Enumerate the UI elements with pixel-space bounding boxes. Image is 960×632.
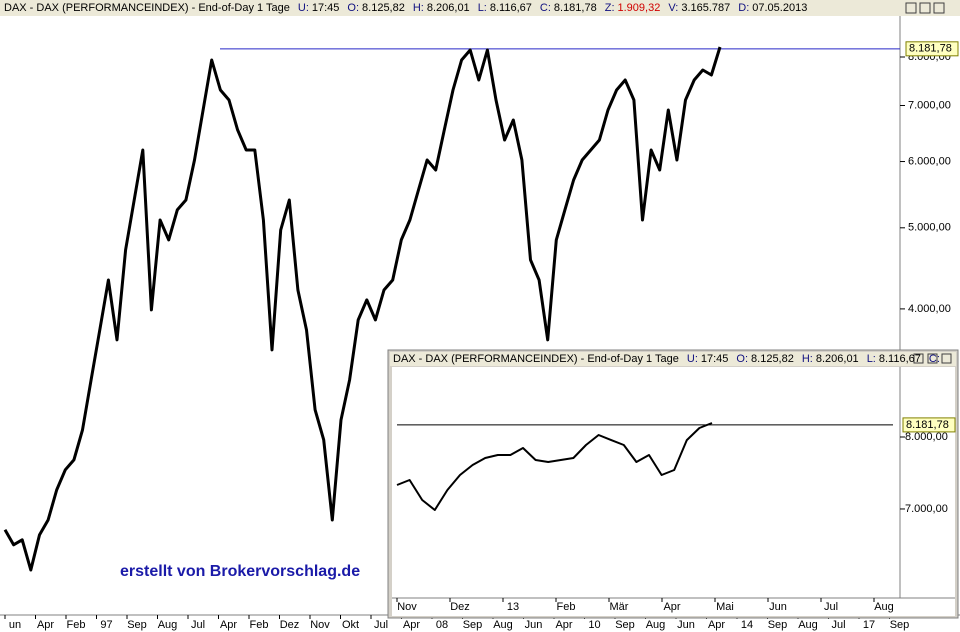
y-tick-label: 5.000,00: [908, 222, 951, 234]
x-tick-label: Mär: [610, 601, 629, 613]
watermark: erstellt von Brokervorschlag.de: [120, 563, 360, 580]
x-tick-label: Aug: [646, 619, 666, 631]
x-tick-label: Apr: [403, 619, 420, 631]
x-tick-label: Apr: [37, 619, 54, 631]
y-tick-label: 4.000,00: [908, 303, 951, 315]
x-tick-label: Jul: [374, 619, 388, 631]
y-tick-label: 7.000,00: [905, 503, 948, 515]
last-value-label: 8.181,78: [909, 43, 952, 55]
x-tick-label: Okt: [342, 619, 359, 631]
info-key: C:: [540, 2, 551, 14]
info-key: O:: [347, 2, 359, 14]
x-tick-label: Aug: [874, 601, 894, 613]
info-value: 8.125,82: [362, 2, 405, 14]
inset-plot: [392, 367, 900, 598]
info-value: 8.116,67: [490, 2, 532, 14]
x-tick-label: 97: [100, 619, 112, 631]
info-value: 1.909,32: [618, 2, 661, 14]
x-tick-label: Apr: [220, 619, 237, 631]
x-tick-label: Jun: [525, 619, 543, 631]
info-key: U:: [687, 353, 698, 365]
window-title: DAX - DAX (PERFORMANCEINDEX) - End-of-Da…: [393, 353, 940, 365]
info-value: 8.206,01: [427, 2, 470, 14]
x-tick-label: Jul: [824, 601, 838, 613]
x-tick-label: Sep: [127, 619, 147, 631]
minimize-button[interactable]: [905, 2, 917, 14]
x-tick-label: un: [9, 619, 21, 631]
x-tick-label: 17: [863, 619, 875, 631]
last-value-box: [905, 41, 959, 57]
info-value: 8.125,82: [751, 353, 794, 365]
x-tick-label: Apr: [663, 601, 680, 613]
inset-axis-panel: [900, 367, 955, 598]
info-value: 8.116,67: [879, 353, 921, 365]
info-key: Z:: [605, 2, 615, 14]
window-title: DAX - DAX (PERFORMANCEINDEX) - End-of-Da…: [4, 2, 807, 14]
price-line: [3, 46, 722, 572]
info-key: V:: [668, 2, 678, 14]
info-value: 17:45: [701, 353, 729, 365]
info-value: 8.181,78: [554, 2, 597, 14]
x-tick-label: Jul: [831, 619, 845, 631]
last-value-box: [902, 417, 956, 433]
inset-title-bar: [390, 352, 956, 366]
x-tick-label: 08: [436, 619, 448, 631]
info-key: U:: [298, 2, 309, 14]
x-tick-label: Feb: [557, 601, 576, 613]
x-tick-label: Apr: [555, 619, 572, 631]
inset-close-button[interactable]: [941, 353, 952, 364]
info-key: L:: [867, 353, 876, 365]
info-value: 3.165.787: [681, 2, 730, 14]
x-tick-label: Apr: [708, 619, 725, 631]
x-tick-label: Aug: [798, 619, 818, 631]
title-text: DAX - DAX (PERFORMANCEINDEX) - End-of-Da…: [4, 2, 290, 14]
x-tick-label: Jul: [191, 619, 205, 631]
x-tick-label: 10: [588, 619, 600, 631]
x-tick-label: Feb: [67, 619, 86, 631]
x-tick-label: Dez: [450, 601, 470, 613]
inset-maximize-button[interactable]: [927, 353, 938, 364]
y-tick-label: 8.000,00: [905, 431, 948, 443]
x-tick-label: 13: [507, 601, 519, 613]
info-key: O:: [736, 353, 748, 365]
inset-window: DAX - DAX (PERFORMANCEINDEX) - End-of-Da…: [387, 349, 959, 619]
x-tick-label: Nov: [310, 619, 330, 631]
maximize-button[interactable]: [919, 2, 931, 14]
close-button[interactable]: [933, 2, 945, 14]
last-value-label: 8.181,78: [906, 419, 949, 431]
info-key: C:: [929, 353, 940, 365]
info-value: 17:45: [312, 2, 340, 14]
inset-minimize-button[interactable]: [913, 353, 924, 364]
x-tick-label: Feb: [250, 619, 269, 631]
main-window-buttons[interactable]: [905, 2, 945, 14]
x-tick-label: 14: [741, 619, 753, 631]
title-text: DAX - DAX (PERFORMANCEINDEX) - End-of-Da…: [393, 353, 679, 365]
x-tick-label: Sep: [890, 619, 910, 631]
x-tick-label: Nov: [397, 601, 417, 613]
y-tick-label: 7.000,00: [908, 99, 951, 111]
x-tick-label: Aug: [493, 619, 513, 631]
price-line: [396, 422, 713, 511]
x-tick-label: Jun: [677, 619, 695, 631]
main-title-bar: [0, 0, 960, 16]
x-tick-label: Aug: [158, 619, 178, 631]
x-tick-label: Sep: [463, 619, 483, 631]
x-tick-label: Sep: [768, 619, 788, 631]
x-tick-label: Sep: [615, 619, 635, 631]
x-tick-label: Mai: [716, 601, 734, 613]
info-value: 07.05.2013: [752, 2, 807, 14]
info-value: 8.206,01: [816, 353, 859, 365]
info-key: D:: [738, 2, 749, 14]
info-key: H:: [413, 2, 424, 14]
info-key: H:: [802, 353, 813, 365]
x-tick-label: Jun: [769, 601, 787, 613]
inset-x-axis-panel: [392, 598, 955, 616]
info-key: L:: [478, 2, 487, 14]
y-tick-label: 6.000,00: [908, 155, 951, 167]
x-tick-label: Dez: [280, 619, 300, 631]
